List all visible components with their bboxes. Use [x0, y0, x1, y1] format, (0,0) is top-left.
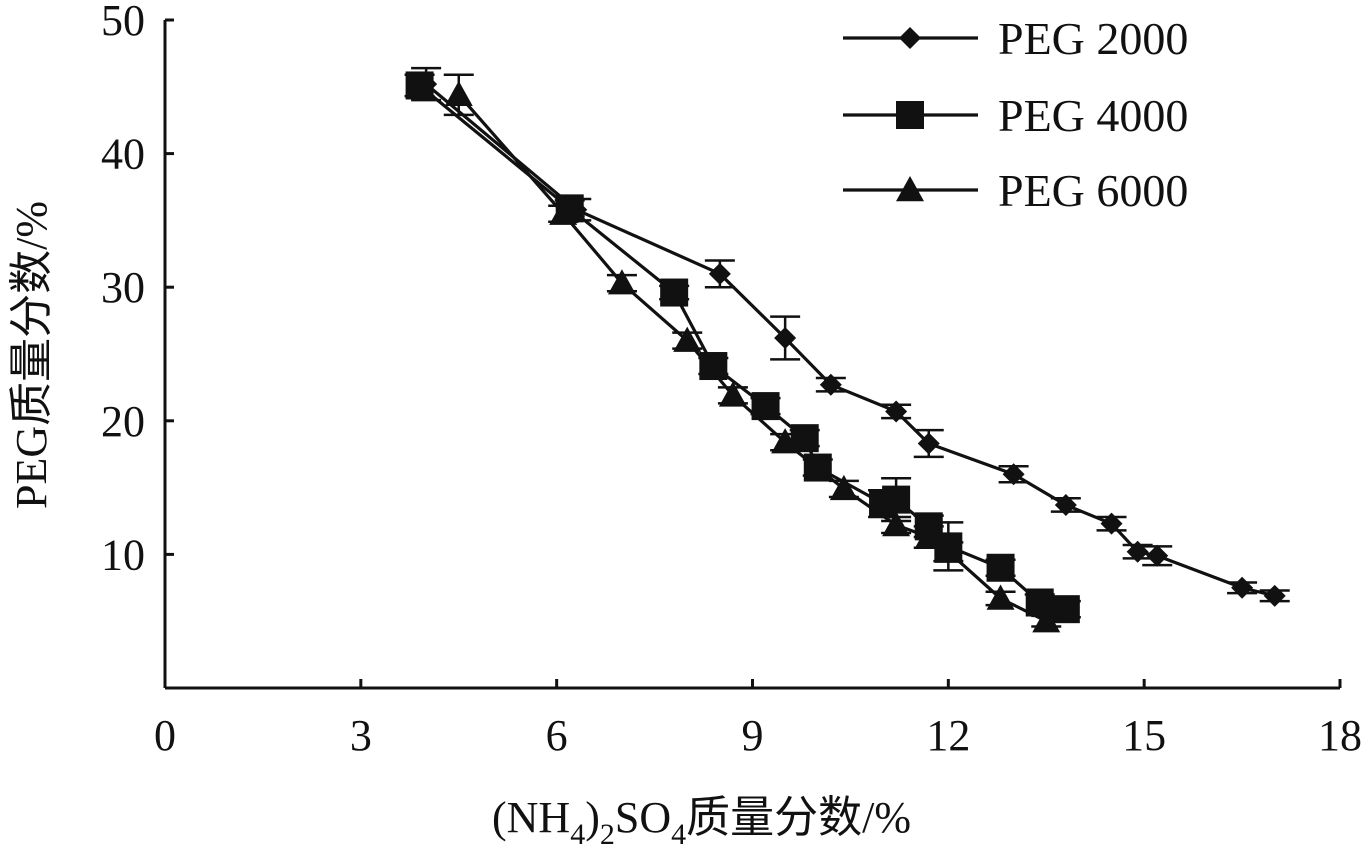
y-tick-label: 40 [101, 130, 145, 179]
data-point [986, 584, 1015, 610]
x-tick-label: 6 [546, 711, 568, 760]
data-point [607, 269, 636, 295]
data-point [1263, 584, 1286, 607]
x-tick-label: 12 [926, 711, 970, 760]
axes [163, 18, 1342, 690]
data-point [882, 511, 911, 537]
axis-titles: (NH4)2SO4质量分数/% PEG质量分数/% [7, 201, 911, 845]
x-tick-label: 3 [350, 711, 372, 760]
data-point [774, 326, 797, 349]
y-tick-label: 20 [101, 397, 145, 446]
data-point [660, 278, 689, 307]
legend: PEG 2000 PEG 4000 PEG 6000 [843, 13, 1188, 216]
y-tick-label: 50 [101, 0, 145, 45]
data-point [1100, 512, 1123, 535]
x-axis-title-sub: 4 [570, 818, 585, 845]
data-point [1146, 544, 1169, 567]
x-axis-title-part: (NH [492, 793, 570, 842]
data-point [718, 381, 747, 407]
x-tick-label: 9 [742, 711, 764, 760]
y-tick-label: 10 [101, 530, 145, 579]
data-point [771, 428, 800, 454]
data-point [934, 537, 963, 563]
legend-marker [899, 27, 921, 49]
data-point [1051, 595, 1080, 624]
x-axis-title-part: ) [585, 793, 600, 842]
legend-label: PEG 4000 [998, 90, 1188, 141]
legend-marker [896, 101, 924, 129]
series-2 [404, 71, 1081, 624]
series-1 [411, 66, 1290, 607]
data-point [819, 373, 842, 396]
x-axis-title-sub: 4 [671, 818, 686, 845]
legend-label: PEG 6000 [998, 165, 1188, 216]
data-point [1002, 463, 1025, 486]
x-axis-title-part: SO [615, 793, 671, 842]
data-point [444, 80, 473, 107]
tick-labels: 0 3 6 9 12 15 18 10 20 30 40 50 [101, 0, 1362, 760]
x-axis-title-part: 质量分数/% [686, 793, 911, 842]
series-line [425, 82, 1276, 598]
x-tick-label: 18 [1318, 711, 1362, 760]
legend-label: PEG 2000 [998, 13, 1188, 64]
data-point [708, 262, 731, 285]
x-axis-title: (NH4)2SO4质量分数/% [492, 793, 911, 845]
series-3 [443, 73, 1062, 633]
data-point [885, 400, 908, 423]
data-point [829, 474, 858, 501]
legend-marker [896, 176, 924, 202]
data-point [882, 485, 911, 514]
data-point [699, 352, 728, 381]
y-tick-label: 30 [101, 263, 145, 312]
data-point [673, 326, 702, 352]
data-point [1054, 493, 1077, 516]
x-axis-title-sub: 2 [600, 818, 615, 845]
x-tick-label: 0 [154, 711, 176, 760]
data-point [917, 432, 940, 455]
data-point [1032, 607, 1061, 633]
data-point [405, 71, 434, 100]
y-axis-title: PEG质量分数/% [7, 201, 56, 509]
x-tick-label: 15 [1122, 711, 1166, 760]
data-point [549, 199, 578, 225]
series-line [418, 84, 1067, 611]
data-point [986, 553, 1015, 582]
data-point [1231, 576, 1254, 599]
series-layer [404, 66, 1290, 633]
